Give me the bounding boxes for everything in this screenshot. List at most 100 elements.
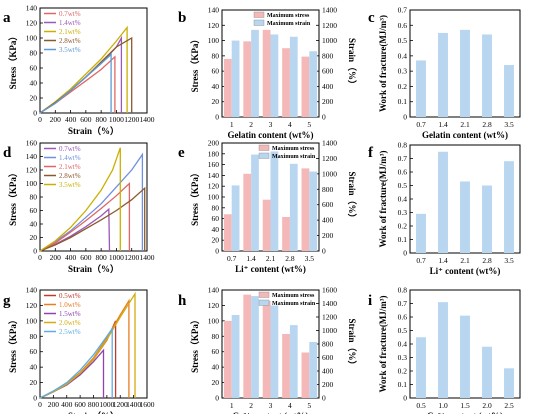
x-tick-label: 1200 bbox=[124, 253, 139, 262]
panel-label: g bbox=[3, 293, 11, 309]
panel-label: d bbox=[3, 145, 12, 161]
y2-tick-label: 0 bbox=[322, 247, 326, 256]
x-tick-label: 600 bbox=[80, 253, 92, 262]
x-category-label: 0.5 bbox=[416, 401, 426, 410]
bar-max-stress bbox=[243, 41, 252, 118]
x-category-label: 2.8 bbox=[285, 254, 295, 263]
x-tick-label: 600 bbox=[75, 400, 87, 409]
y-tick-label: 140 bbox=[26, 4, 38, 13]
y2-tick-label: 1200 bbox=[322, 154, 337, 163]
y-tick-label: 80 bbox=[30, 332, 38, 341]
y-tick-label: 60 bbox=[30, 347, 38, 356]
bar bbox=[460, 181, 470, 253]
bar bbox=[438, 302, 448, 398]
bar-max-stress bbox=[243, 173, 252, 251]
x-tick-label: 0 bbox=[38, 115, 42, 124]
y-tick-label: 140 bbox=[208, 6, 220, 15]
legend-label: 2.1wt% bbox=[59, 163, 81, 171]
y2-tick-label: 1200 bbox=[322, 313, 337, 322]
legend-label: 1.0wt% bbox=[59, 301, 81, 309]
y-tick-label: 100 bbox=[208, 193, 220, 202]
y-tick-label: 0 bbox=[403, 113, 407, 122]
x-axis-title: Li⁺ content (wt%) bbox=[235, 264, 306, 274]
bar bbox=[504, 161, 514, 253]
bar bbox=[482, 346, 492, 398]
legend-label: 2.0wt% bbox=[59, 319, 81, 327]
series-line-3.5wt bbox=[39, 147, 121, 252]
bar bbox=[460, 29, 470, 117]
legend-label: 2.8wt% bbox=[59, 37, 81, 45]
bar-max-strain bbox=[231, 314, 240, 398]
legend-swatch bbox=[258, 299, 270, 306]
y-tick-label: 120 bbox=[208, 182, 220, 191]
x-axis-title: Ca²⁺ content (wt%) bbox=[233, 411, 309, 414]
x-tick-label: 400 bbox=[65, 253, 77, 262]
legend-label: Maximum stress bbox=[272, 146, 315, 152]
x-category-label: 1.4 bbox=[438, 120, 448, 129]
y-axis-title: Stress（KPa） bbox=[190, 315, 200, 373]
legend-label: Maximum strain bbox=[272, 154, 316, 160]
y-tick-label: 0 bbox=[33, 247, 37, 256]
y-tick-label: 0.1 bbox=[398, 97, 408, 106]
y-tick-label: 100 bbox=[208, 36, 220, 45]
bar-max-stress bbox=[301, 168, 310, 251]
series-line-2.5wt bbox=[39, 326, 113, 399]
bar bbox=[438, 32, 448, 117]
legend-swatch bbox=[253, 11, 265, 18]
bar-max-strain bbox=[251, 296, 259, 398]
x-category-label: 3 bbox=[269, 120, 273, 129]
legend-label: 0.7wt% bbox=[59, 145, 81, 153]
bar-max-stress bbox=[282, 48, 290, 117]
y2-tick-label: 1600 bbox=[322, 286, 337, 295]
y2-tick-label: 600 bbox=[322, 353, 334, 362]
y-tick-label: 160 bbox=[208, 160, 220, 169]
x-tick-label: 1400 bbox=[140, 253, 155, 262]
y2-tick-label: 200 bbox=[322, 380, 334, 389]
x-category-label: 2.0 bbox=[482, 401, 492, 410]
x-category-label: 2 bbox=[249, 120, 253, 129]
bar bbox=[482, 34, 492, 118]
y2-tick-label: 200 bbox=[322, 231, 334, 240]
x-category-label: 2.8 bbox=[482, 256, 492, 265]
y-tick-label: 100 bbox=[26, 34, 38, 43]
x-category-label: 3.5 bbox=[504, 120, 514, 129]
y-tick-label: 0.6 bbox=[398, 21, 408, 30]
bar-max-strain bbox=[309, 341, 318, 398]
y-tick-label: 20 bbox=[212, 378, 220, 387]
y2-tick-label: 800 bbox=[322, 51, 334, 60]
bar-max-strain bbox=[270, 151, 279, 251]
y-tick-label: 140 bbox=[26, 152, 38, 161]
y-tick-label: 60 bbox=[30, 206, 38, 215]
y-axis-title: Stress（KPa） bbox=[8, 32, 18, 90]
y-tick-label: 120 bbox=[26, 301, 38, 310]
panel-i: i 0 0.1 0.2 0.3 0.4 0.5 0.6 0.7 0.8 Work of fractu… bbox=[368, 286, 521, 414]
x-tick-label: 800 bbox=[96, 115, 108, 124]
panel-label: f bbox=[368, 145, 374, 161]
y-tick-label: 40 bbox=[30, 79, 38, 88]
y-tick-label: 120 bbox=[26, 19, 38, 28]
x-category-label: 0.7 bbox=[227, 254, 237, 263]
y-tick-label: 0.3 bbox=[398, 67, 408, 76]
x-category-label: 2.1 bbox=[460, 256, 470, 265]
bar-max-strain bbox=[309, 171, 318, 251]
x-category-label: 1 bbox=[230, 401, 234, 410]
legend-label: Maximum stress bbox=[272, 293, 315, 299]
y2-tick-label: 800 bbox=[322, 185, 334, 194]
y-tick-label: 40 bbox=[30, 220, 38, 229]
y-tick-label: 20 bbox=[212, 236, 220, 245]
x-category-label: 2 bbox=[249, 401, 253, 410]
y-tick-label: 0.3 bbox=[398, 353, 408, 362]
y-tick-label: 0 bbox=[33, 394, 37, 403]
bar bbox=[482, 185, 492, 253]
panel-label: i bbox=[368, 293, 372, 309]
y-tick-label: 20 bbox=[212, 97, 220, 106]
y-tick-label: 120 bbox=[26, 166, 38, 175]
x-category-label: 5 bbox=[307, 120, 311, 129]
bar-max-stress bbox=[223, 320, 232, 398]
x-category-label: 1.4 bbox=[438, 256, 448, 265]
bar-max-strain bbox=[309, 51, 318, 118]
x-axis-title: Gelatin content (wt%) bbox=[422, 130, 508, 140]
x-category-label: 2.5 bbox=[504, 401, 514, 410]
